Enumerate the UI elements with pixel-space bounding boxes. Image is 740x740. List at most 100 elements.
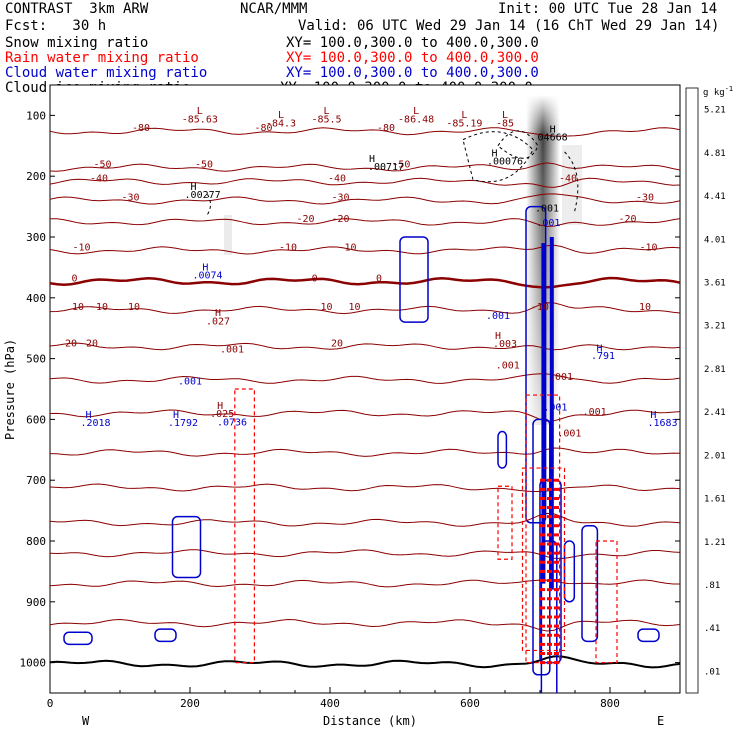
colorbar-label: 3.61	[704, 279, 726, 289]
contour-labels: L-85.63-80 -80L-85.5L-84.3 -80L-86.48 L-85.…	[65, 106, 678, 439]
contour-label: -20	[618, 214, 636, 225]
cloud-water-contour	[581, 525, 599, 643]
contour-label: -85	[496, 118, 514, 129]
contour-label: H	[202, 262, 208, 273]
colorbar-label: 4.81	[704, 149, 726, 159]
y-tick-label: 600	[26, 413, 46, 426]
x-tick-label: 200	[180, 697, 200, 710]
contour-label: -10	[338, 242, 356, 253]
contour-label: 10	[348, 302, 360, 313]
colorbar-unit: g kg-1	[703, 85, 733, 98]
contour-label: .001	[220, 345, 244, 356]
contour-label: -10	[90, 302, 108, 313]
contour-label: .00076	[487, 157, 523, 168]
legend-snow-xy: XY= 100.0,300.0 to 400.0,300.0	[286, 35, 539, 51]
contour-label: 20	[331, 338, 343, 349]
y-tick-label: 800	[26, 535, 46, 548]
x-axis-label: Distance (km)	[323, 714, 417, 728]
init-time: Init: 00 UTC Tue 28 Jan 14	[498, 1, 718, 17]
cloud-water-core	[541, 243, 546, 584]
colorbar-label: 2.81	[704, 365, 726, 375]
contour-label: 10	[639, 302, 651, 313]
contour-label: H	[217, 401, 223, 412]
temperature-contour	[50, 302, 680, 315]
contour-label: L	[461, 110, 467, 121]
temperature-contour	[50, 512, 680, 527]
y-tick-label: 700	[26, 474, 46, 487]
snow-contour	[564, 151, 579, 213]
contour-label: .1792	[168, 418, 198, 429]
contour-label: .001	[178, 377, 202, 388]
temperature-contours	[50, 127, 680, 669]
contour-label: .001	[557, 428, 581, 439]
legend-rain: Rain water mixing ratio	[5, 50, 199, 66]
contour-label: L	[323, 106, 329, 117]
contour-label: H	[190, 182, 196, 193]
contour-label: -85.5	[311, 115, 341, 126]
y-tick-label: 400	[26, 292, 46, 305]
y-tick-label: 200	[26, 170, 46, 183]
contour-label: 0	[376, 273, 382, 284]
temperature-contour	[50, 342, 680, 351]
cloud-water-contour	[399, 236, 429, 323]
y-tick-label: 100	[26, 109, 46, 122]
contour-label: H	[215, 308, 221, 319]
contour-label: -50	[195, 160, 213, 171]
rain-water-contour	[595, 540, 618, 664]
cloud-water-contour	[497, 430, 508, 469]
colorbar-label: 4.01	[704, 235, 726, 245]
temperature-contour	[50, 177, 680, 188]
temperature-contour	[50, 193, 680, 205]
contour-label: -85.63	[182, 115, 218, 126]
rain-water-contour	[234, 388, 256, 664]
y-tick-label: 900	[26, 596, 46, 609]
contour-label: -20	[296, 214, 314, 225]
rain-water-contour	[521, 467, 566, 652]
snow-contour	[462, 131, 534, 183]
cloud-water-contour	[563, 540, 576, 603]
contour-label: -10	[639, 242, 657, 253]
temperature-contour	[50, 218, 680, 227]
contour-label: -40	[559, 174, 577, 185]
contour-label: -85.19	[446, 118, 482, 129]
temperature-contour	[50, 655, 680, 669]
contour-label: -10	[279, 242, 297, 253]
contour-label: .027	[206, 317, 230, 328]
x-tick-label: 400	[320, 697, 340, 710]
contour-label: .1683	[647, 418, 677, 429]
legend-snow: Snow mixing ratio	[5, 35, 149, 51]
temperature-contour	[50, 618, 680, 632]
cloud-water-contour	[525, 205, 547, 524]
contour-label: -80	[132, 123, 150, 134]
contour-label: -50	[93, 160, 111, 171]
colorbar-label: 5.21	[704, 106, 726, 116]
contour-label: L	[197, 106, 203, 117]
contour-label: .001	[583, 407, 607, 418]
colorbar-label: .41	[704, 624, 720, 634]
contour-label: -40	[328, 174, 346, 185]
contour-label: L	[413, 106, 419, 117]
y-tick-label: 1000	[20, 657, 47, 670]
cloud-water-contour	[637, 628, 660, 643]
contour-label: -86.48	[398, 115, 434, 126]
contour-label: .001	[536, 218, 560, 229]
colorbar-label: 1.61	[704, 495, 726, 505]
contour-label: 20	[65, 338, 77, 349]
temperature-contour	[50, 409, 680, 422]
y-tick-label: 300	[26, 231, 46, 244]
colorbar-label: 1.21	[704, 538, 726, 548]
colorbar-label: 3.21	[704, 322, 726, 332]
y-tick-label: 500	[26, 353, 46, 366]
contour-label: -10	[72, 242, 90, 253]
y-axis-label: Pressure (hPa)	[3, 339, 17, 440]
x-end-east: E	[657, 714, 664, 728]
contour-label: L	[502, 110, 508, 121]
x-tick-label: 600	[460, 697, 480, 710]
contour-label: 0	[312, 273, 318, 284]
contour-label: .00717	[368, 162, 404, 173]
plot-frame	[49, 84, 681, 694]
contour-label: .001	[535, 204, 559, 215]
contour-label: -30	[121, 193, 139, 204]
